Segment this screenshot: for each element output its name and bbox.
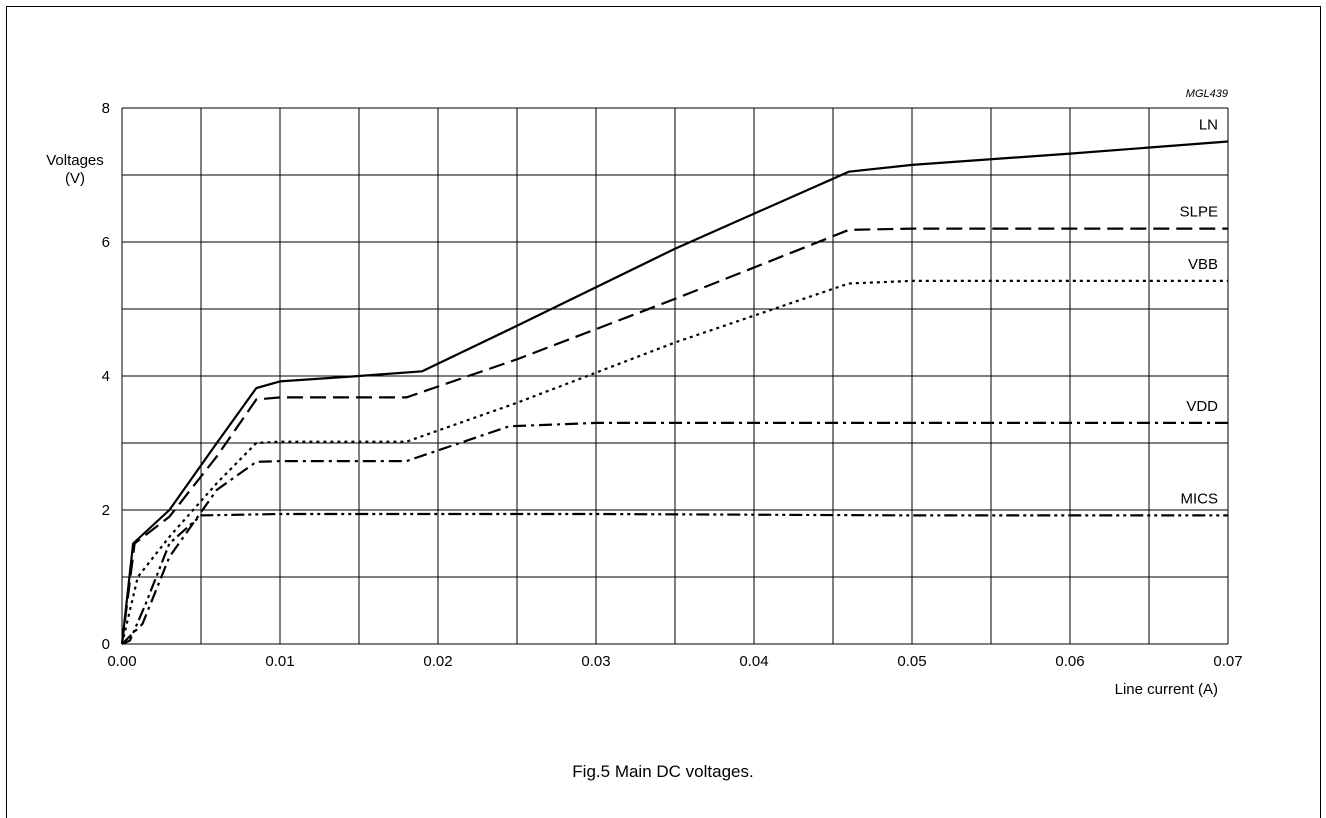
y-tick-label: 8: [102, 100, 110, 117]
grid: [121, 107, 1229, 645]
series-lines: [120, 140, 1229, 646]
y-tick-label: 0: [102, 636, 110, 653]
x-tick-label: 0.00: [107, 653, 136, 670]
y-axis-label-line2: (V): [65, 170, 85, 187]
series-line-slpe: [120, 227, 1228, 645]
series-label-slpe: SLPE: [1180, 204, 1218, 221]
x-tick-label: 0.04: [739, 653, 768, 670]
x-tick-label: 0.07: [1213, 653, 1242, 670]
x-tick-label: 0.01: [265, 653, 294, 670]
series-label-mics: MICS: [1181, 490, 1219, 507]
x-tick-label: 0.05: [897, 653, 926, 670]
series-labels: LN SLPE VBB VDD MICS: [1180, 117, 1219, 508]
y-tick-label: 4: [102, 368, 110, 385]
y-axis-label-line1: Voltages: [46, 152, 104, 169]
series-line-vdd: [121, 421, 1228, 645]
x-tick-label: 0.03: [581, 653, 610, 670]
series-line-mics: [121, 512, 1228, 646]
x-tick-label: 0.06: [1055, 653, 1084, 670]
series-line-vbb: [120, 279, 1228, 645]
y-tick-label: 2: [102, 502, 110, 519]
figure-caption: Fig.5 Main DC voltages.: [572, 762, 754, 781]
series-line-ln: [120, 140, 1229, 645]
figure-code: MGL439: [1186, 88, 1228, 100]
series-label-ln: LN: [1199, 117, 1218, 134]
y-tick-label: 6: [102, 234, 110, 251]
tick-labels: 0.00 0.01 0.02 0.03 0.04 0.05 0.06 0.07 0 2 4 6 8: [102, 100, 1243, 670]
x-tick-label: 0.02: [423, 653, 452, 670]
series-label-vbb: VBB: [1188, 256, 1218, 273]
figure-frame: [6, 6, 1321, 818]
x-axis-label: Line current (A): [1115, 681, 1218, 698]
series-label-vdd: VDD: [1186, 398, 1218, 415]
